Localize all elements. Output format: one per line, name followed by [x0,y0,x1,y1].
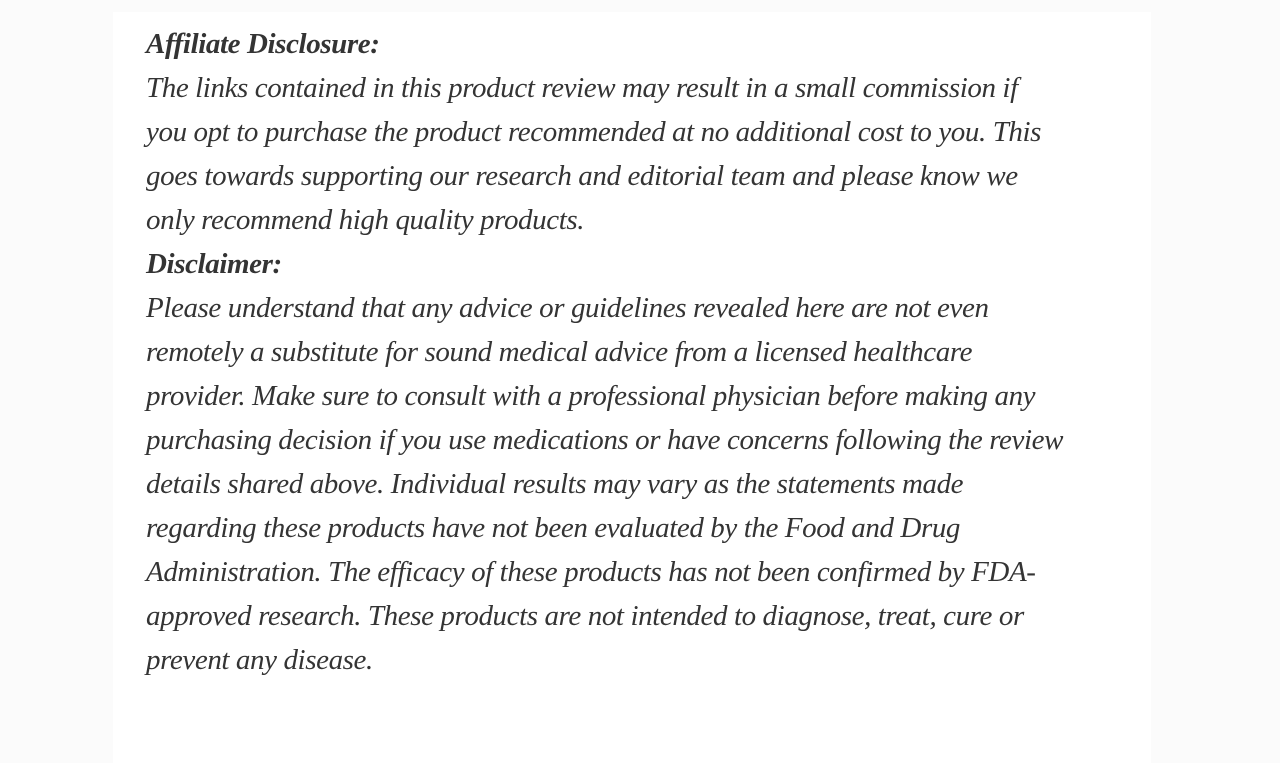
disclosure-article: Affiliate Disclosure: The links containe… [113,12,1151,763]
affiliate-disclosure-paragraph: The links contained in this product revi… [146,72,1042,236]
affiliate-disclosure-heading: Affiliate Disclosure: [146,28,380,60]
disclaimer-paragraph: Please understand that any advice or gui… [146,292,1064,676]
disclaimer-heading: Disclaimer: [146,248,282,280]
